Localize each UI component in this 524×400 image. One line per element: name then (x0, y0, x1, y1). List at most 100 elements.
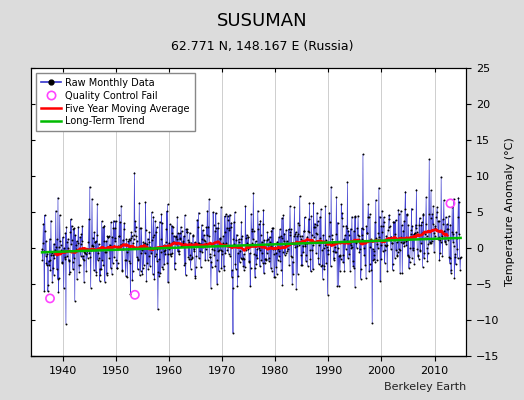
Point (177, 243, 185, 250)
Point (173, 235, 181, 242)
Point (451, 251, 460, 257)
Point (193, 216, 201, 223)
Point (218, 251, 226, 258)
Point (188, 254, 196, 260)
Point (75, 262, 84, 268)
Point (175, 251, 183, 258)
Point (94, 241, 103, 247)
Point (287, 226, 296, 232)
Point (373, 241, 381, 247)
Point (143, 241, 151, 248)
Point (104, 234, 113, 240)
Point (454, 214, 462, 220)
Point (199, 227, 207, 233)
Point (352, 240, 361, 247)
Point (225, 227, 234, 233)
Point (387, 240, 396, 246)
Point (348, 244, 356, 250)
Point (345, 250, 353, 257)
Point (183, 229, 191, 235)
Point (101, 278, 109, 285)
Point (359, 244, 368, 251)
Point (283, 238, 291, 244)
Point (184, 238, 193, 245)
Point (402, 242, 410, 248)
Point (249, 236, 257, 242)
Point (351, 213, 359, 220)
Point (53, 276, 62, 282)
Point (105, 254, 113, 261)
Point (150, 232, 158, 238)
Point (177, 224, 185, 230)
Point (317, 239, 325, 245)
Point (369, 248, 378, 254)
Point (245, 258, 253, 265)
Point (133, 266, 141, 272)
Point (122, 236, 130, 242)
Point (328, 235, 336, 242)
Point (204, 257, 212, 263)
Point (400, 218, 408, 224)
Point (69, 225, 78, 232)
Point (83, 254, 92, 261)
Point (232, 237, 241, 243)
Point (300, 214, 309, 220)
Point (221, 213, 229, 220)
Point (323, 292, 332, 298)
Point (218, 248, 226, 254)
Point (137, 250, 145, 256)
Point (86, 254, 94, 260)
Point (57, 242, 65, 248)
Point (436, 239, 445, 246)
Point (91, 269, 100, 275)
Point (366, 244, 375, 250)
Point (242, 235, 250, 241)
Point (296, 193, 304, 200)
Point (299, 242, 307, 249)
Point (297, 262, 305, 268)
Point (325, 233, 333, 239)
Point (454, 194, 463, 201)
Point (338, 210, 346, 216)
Point (314, 261, 323, 268)
Point (158, 220, 167, 226)
Point (199, 244, 208, 250)
Point (315, 242, 323, 248)
Point (260, 237, 269, 244)
Point (241, 263, 249, 270)
Point (54, 275, 63, 281)
Point (157, 236, 165, 242)
Point (51, 246, 59, 253)
Point (386, 223, 394, 230)
Point (347, 244, 356, 251)
Point (243, 240, 252, 246)
Point (158, 264, 166, 270)
Point (267, 228, 276, 234)
Point (271, 243, 280, 250)
Point (271, 263, 280, 270)
Point (276, 257, 285, 264)
Point (286, 203, 294, 210)
Point (330, 255, 339, 262)
Point (62, 239, 71, 245)
Point (44, 282, 52, 288)
Point (212, 210, 220, 216)
Point (283, 248, 291, 254)
Point (262, 257, 270, 263)
Point (450, 275, 458, 282)
Point (226, 224, 235, 230)
Point (345, 240, 354, 246)
Point (335, 252, 343, 259)
Point (42, 260, 51, 266)
Point (275, 248, 283, 254)
Point (440, 197, 448, 203)
Point (128, 268, 137, 274)
Point (59, 234, 67, 241)
Point (154, 306, 162, 313)
Point (385, 215, 394, 222)
Point (445, 260, 454, 266)
Point (310, 224, 318, 230)
Point (355, 248, 364, 255)
Point (228, 285, 237, 292)
Point (247, 226, 256, 233)
